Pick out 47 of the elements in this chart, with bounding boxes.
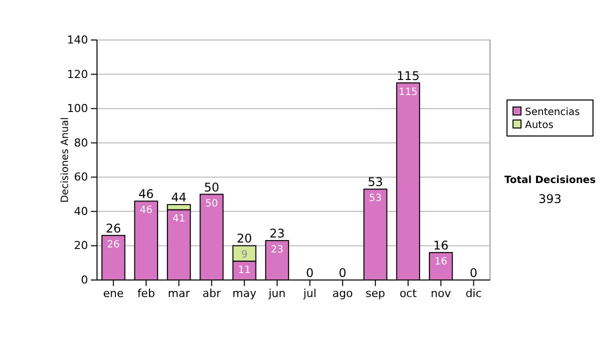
legend-label: Sentencias [525, 107, 580, 118]
x-tick-label: feb [137, 286, 155, 300]
legend-label: Autos [525, 120, 554, 131]
data-label: 41 [172, 214, 186, 225]
data-label: 11 [238, 265, 251, 276]
y-tick-label: 120 [67, 68, 88, 81]
x-tick-label: abr [202, 286, 222, 300]
data-label: 9 [241, 250, 248, 261]
total-label: 20 [236, 232, 252, 246]
x-tick-label: may [232, 286, 257, 300]
data-label: 115 [398, 86, 418, 98]
y-tick-label: 40 [74, 204, 88, 218]
total-label: 16 [433, 238, 449, 253]
total-label: 53 [368, 175, 384, 190]
x-tick-label: dic [466, 286, 482, 300]
total-label: 44 [171, 190, 187, 205]
x-tick-label: ago [332, 286, 354, 300]
y-tick-label: 100 [67, 102, 88, 116]
y-tick-label: 60 [74, 170, 88, 184]
data-label: 50 [205, 198, 218, 210]
x-tick-label: ene [103, 286, 124, 300]
data-label: 53 [369, 193, 382, 204]
total-label: 0 [306, 266, 314, 280]
total-label: 50 [204, 180, 220, 194]
x-tick-label: oct [400, 286, 418, 300]
total-label: 23 [269, 226, 285, 241]
data-label: 16 [434, 256, 448, 268]
y-tick-label: 80 [74, 136, 88, 150]
x-tick-label: nov [430, 286, 452, 300]
y-axis-title: Decisiones Anual [60, 117, 71, 203]
y-tick-label: 20 [74, 239, 88, 252]
data-label: 46 [140, 205, 152, 216]
x-tick-label: jul [302, 286, 316, 300]
x-tick-label: sep [366, 286, 386, 300]
total-label: 26 [106, 221, 122, 236]
total-label: 46 [138, 187, 154, 202]
text: Total Decisiones [504, 175, 596, 186]
total-label: 0 [470, 266, 478, 280]
y-tick-label: 0 [81, 274, 88, 287]
total-label: 0 [338, 266, 346, 280]
data-label: 26 [107, 239, 120, 250]
data-label: 23 [270, 244, 284, 256]
y-tick-label: 140 [67, 34, 88, 47]
x-tick-label: jun [268, 286, 286, 300]
text: 393 [538, 192, 562, 206]
total-label: 115 [396, 68, 420, 83]
x-tick-label: mar [168, 286, 190, 300]
